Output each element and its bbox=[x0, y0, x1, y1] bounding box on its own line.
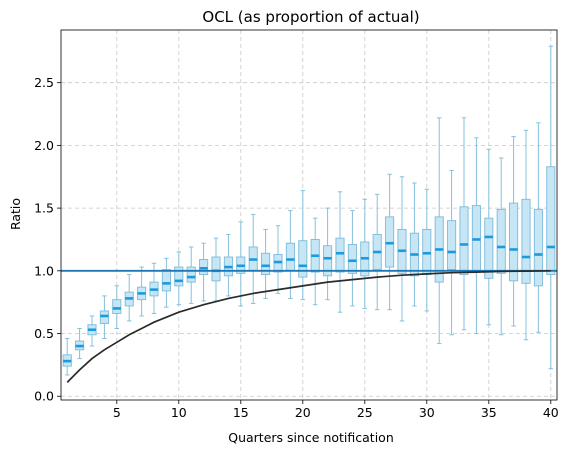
box-body bbox=[298, 240, 308, 278]
chart-title: OCL (as proportion of actual) bbox=[202, 8, 419, 26]
box-body bbox=[546, 166, 556, 276]
y-tick-label: 1.0 bbox=[34, 263, 54, 278]
box-series bbox=[62, 45, 556, 376]
y-tick-label: 0.5 bbox=[34, 326, 54, 341]
x-tick-label: 35 bbox=[481, 405, 497, 420]
axis-ticks: 5 10 15 20 25 30 35 40 0.0 0.5 1.0 1.5 2.0 2.5 bbox=[34, 75, 559, 420]
x-tick-label: 20 bbox=[295, 405, 311, 420]
box-body bbox=[484, 217, 494, 279]
x-tick-label: 40 bbox=[543, 405, 559, 420]
box-body bbox=[533, 208, 543, 287]
box-body bbox=[211, 256, 221, 282]
box-body bbox=[447, 220, 457, 271]
x-tick-label: 15 bbox=[233, 405, 249, 420]
box-body bbox=[186, 266, 196, 283]
box-body bbox=[347, 244, 357, 274]
reference-and-curve-lines bbox=[61, 269, 557, 383]
box-body bbox=[335, 237, 345, 273]
box-body bbox=[496, 208, 506, 274]
x-tick-label: 5 bbox=[113, 405, 121, 420]
box-body bbox=[323, 245, 333, 277]
y-tick-label: 2.5 bbox=[34, 75, 54, 90]
box-body bbox=[521, 198, 531, 284]
box-body bbox=[285, 242, 295, 272]
x-tick-label: 30 bbox=[419, 405, 435, 420]
grid-lines bbox=[61, 30, 557, 400]
y-axis-label: Ratio bbox=[8, 198, 23, 230]
box-body bbox=[459, 206, 469, 276]
x-axis-label: Quarters since notification bbox=[228, 430, 394, 445]
x-tick-label: 25 bbox=[357, 405, 373, 420]
box-body bbox=[509, 202, 519, 282]
y-tick-label: 1.5 bbox=[34, 201, 54, 216]
y-tick-label: 2.0 bbox=[34, 138, 54, 153]
expected-curve-line bbox=[66, 269, 551, 383]
box-body bbox=[174, 266, 184, 287]
box-body bbox=[112, 299, 122, 314]
x-tick-label: 10 bbox=[171, 405, 187, 420]
box-body bbox=[161, 269, 171, 292]
y-tick-label: 0.0 bbox=[34, 389, 54, 404]
box-body bbox=[261, 252, 271, 276]
plot-frame bbox=[60, 29, 558, 401]
